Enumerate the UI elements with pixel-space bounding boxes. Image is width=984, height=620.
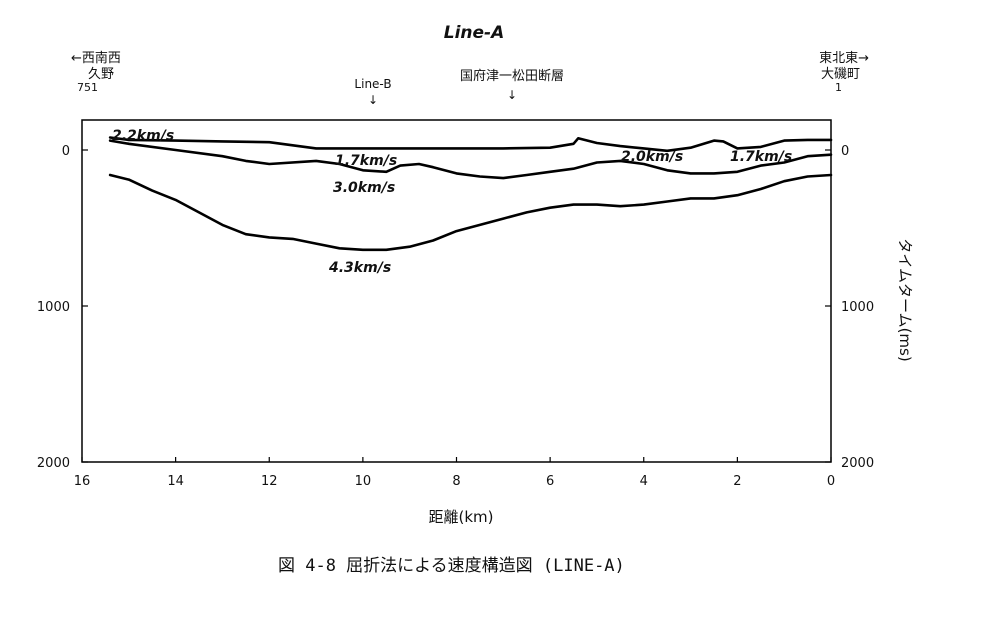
x-tick-label: 14 — [167, 474, 184, 489]
y-axis-left: 0 1000 2000 — [37, 144, 88, 471]
layer-label-3-0: 3.0km/s — [333, 180, 395, 196]
y-tick-label-right: 0 — [841, 144, 849, 159]
right-direction-label: 東北東→ — [819, 50, 869, 66]
series-line-3 — [108, 173, 833, 252]
fault-arrow: ↓ — [507, 88, 517, 102]
right-place-label: 大磯町 — [821, 67, 860, 82]
line-b-arrow: ↓ — [368, 93, 378, 107]
x-tick-label: 16 — [74, 474, 91, 489]
x-tick-label: 10 — [355, 474, 372, 489]
series-group — [108, 136, 833, 252]
figure-caption: 図 4-8 屈折法による速度構造図 (LINE-A) — [278, 556, 625, 576]
x-tick-label: 6 — [546, 474, 554, 489]
fault-label: 国府津一松田断層 — [460, 69, 564, 84]
y-tick-label-left: 2000 — [37, 456, 70, 471]
plot-frame — [81, 119, 832, 463]
x-tick-label: 0 — [827, 474, 835, 489]
layer-label-4-3: 4.3km/s — [328, 260, 391, 276]
y-axis-label: タイムターム(ms) — [896, 238, 914, 361]
y-tick-label-left: 0 — [62, 144, 70, 159]
x-tick-label: 12 — [261, 474, 278, 489]
x-axis: 16 14 12 10 8 6 4 2 0 — [74, 457, 835, 489]
line-b-label: Line-B — [354, 77, 391, 91]
layer-label-2-2: 2.2km/s — [112, 128, 174, 144]
left-direction-label: ←西南西 — [71, 50, 121, 66]
right-station-number: 1 — [835, 81, 842, 94]
chart-title: Line-A — [444, 23, 505, 43]
left-station-number: 751 — [77, 81, 98, 94]
x-tick-label: 8 — [452, 474, 460, 489]
x-axis-label: 距離(km) — [428, 508, 493, 526]
y-tick-label-right: 2000 — [841, 456, 874, 471]
layer-label-2-0: 2.0km/s — [621, 149, 683, 165]
layer-label-1-7-left: 1.7km/s — [335, 153, 397, 169]
y-axis-right: 0 1000 2000 — [825, 144, 874, 471]
y-tick-label-left: 1000 — [37, 300, 70, 315]
layer-label-1-7-right: 1.7km/s — [730, 149, 792, 165]
x-tick-label: 2 — [733, 474, 741, 489]
left-place-label: 久野 — [88, 67, 114, 82]
x-tick-label: 4 — [640, 474, 648, 489]
series-line-2 — [108, 139, 833, 180]
y-tick-label-right: 1000 — [841, 300, 874, 315]
series-line-1 — [108, 136, 833, 153]
